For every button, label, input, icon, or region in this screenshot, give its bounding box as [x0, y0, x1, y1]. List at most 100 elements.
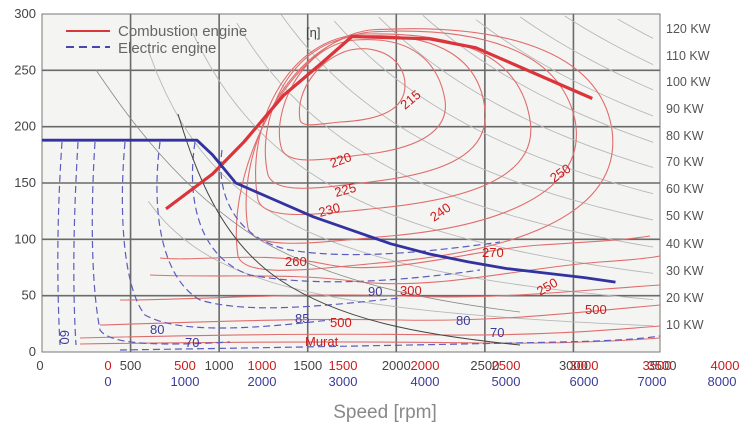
x-tick-label: 3500 — [648, 358, 677, 373]
c-label-225: 225 — [333, 180, 358, 200]
power-label: 120 KW — [666, 22, 711, 36]
x-tick-label-electric: 2000 — [248, 374, 277, 389]
y-tick-label: 50 — [22, 288, 36, 303]
y-tick-label: 100 — [14, 231, 36, 246]
power-label: 100 KW — [666, 75, 711, 89]
e-contour-low — [119, 335, 661, 351]
e-label-70b: 70 — [490, 325, 504, 340]
e-label-70a: 70 — [185, 335, 199, 350]
power-curve — [333, 20, 654, 195]
x-axis-label: Speed [rpm] — [333, 402, 437, 423]
e-contour-85a — [156, 141, 401, 309]
contour-230 — [255, 33, 532, 216]
x-tick-label-combustion: 2000 — [411, 358, 440, 373]
contour-240 — [245, 30, 577, 244]
power-curve — [236, 22, 654, 248]
power-label: 50 KW — [666, 209, 704, 223]
power-label: 90 KW — [666, 102, 704, 116]
combustion-full-load-curve — [165, 34, 593, 211]
power-curve — [192, 32, 654, 274]
power-curve — [617, 18, 654, 39]
x-axis-ticks-electric: 0 1000 2000 3000 4000 5000 6000 7000 8000 — [104, 374, 736, 389]
x-tick-label-electric: 5000 — [492, 374, 521, 389]
y-tick-label: 0 — [29, 344, 36, 359]
power-label: 30 KW — [666, 264, 704, 278]
electric-efficiency-contours — [57, 141, 661, 351]
grid — [41, 13, 661, 353]
contour-225 — [264, 35, 486, 189]
c-label-230: 230 — [317, 200, 342, 220]
c-label-260: 260 — [285, 254, 307, 269]
diagonal-line-2 — [95, 69, 521, 313]
contour-220 — [278, 39, 446, 161]
e-contour-90a — [191, 141, 481, 283]
x-tick-label-electric: 1000 — [171, 374, 200, 389]
x-tick-label-combustion: 1500 — [329, 358, 358, 373]
power-curve — [147, 201, 654, 327]
x-tick-label: 2000 — [382, 358, 411, 373]
c-label-220: 220 — [328, 149, 354, 171]
y-tick-label: 150 — [14, 175, 36, 190]
e-contour-60b — [73, 141, 79, 346]
power-label: 40 KW — [666, 237, 704, 251]
power-curve — [378, 16, 654, 168]
y-tick-label: 300 — [14, 6, 36, 21]
legend: Combustion engine Electric engine [η] — [66, 23, 320, 57]
c-label-300: 300 — [400, 283, 422, 298]
contour-low-2 — [79, 337, 661, 345]
x-axis-ticks-black: 0 500 1000 1500 2000 2500 3000 3500 — [36, 358, 676, 373]
x-tick-label-electric: 4000 — [411, 374, 440, 389]
e-contour-90b — [220, 149, 501, 256]
combustion-efficiency-contours — [79, 28, 661, 345]
c-label-270: 270 — [482, 245, 504, 260]
x-tick-label-combustion: 500 — [174, 358, 196, 373]
x-tick-label-electric: 8000 — [708, 374, 737, 389]
power-hyperbolas — [147, 14, 654, 327]
combustion-contour-labels: 215 220 225 230 240 250 250 260 270 300 … — [285, 87, 607, 349]
x-tick-label: 1000 — [205, 358, 234, 373]
x-tick-label-combustion: 3000 — [570, 358, 599, 373]
e-label-90: 90 — [368, 284, 382, 299]
y-tick-label: 250 — [14, 62, 36, 77]
e-label-80a: 80 — [150, 322, 164, 337]
contour-low-1 — [79, 325, 661, 339]
power-curve — [280, 14, 654, 221]
contour-250 — [235, 28, 614, 271]
power-label: 20 KW — [666, 291, 704, 305]
y-tick-label: 200 — [14, 119, 36, 134]
c-label-500a: 500 — [585, 302, 607, 317]
contour-215 — [298, 48, 406, 126]
x-tick-label: 1500 — [293, 358, 322, 373]
e-contour-70a — [91, 141, 231, 345]
power-curve — [475, 19, 654, 117]
contour-270a — [149, 255, 661, 285]
contour-300a — [119, 284, 661, 301]
power-curve — [520, 16, 654, 91]
power-label: 10 KW — [666, 318, 704, 332]
x-tick-label: 3000 — [559, 358, 588, 373]
diagonal-line-1 — [177, 113, 521, 346]
x-tick-label-combustion: 2500 — [492, 358, 521, 373]
power-label: 80 KW — [666, 129, 704, 143]
x-tick-label-combustion: 1000 — [248, 358, 277, 373]
electric-full-load-curve — [42, 138, 616, 284]
power-label: 60 KW — [666, 182, 704, 196]
legend-label-combustion: Combustion engine — [118, 23, 247, 40]
x-tick-label: 2500 — [470, 358, 499, 373]
e-contour-60a — [57, 141, 63, 346]
y-axis-ticks: 0 50 100 150 200 250 300 — [14, 6, 36, 359]
series — [42, 34, 616, 284]
x-tick-label-electric: 0 — [104, 374, 111, 389]
x-tick-label-combustion: 3500 — [643, 358, 672, 373]
efficiency-unit-marker: [η] — [306, 25, 320, 40]
x-tick-label-electric: 6000 — [570, 374, 599, 389]
power-curve — [564, 15, 654, 66]
legend-label-electric: Electric engine — [118, 40, 216, 57]
e-label-85: 85 — [295, 311, 309, 326]
x-tick-label: 500 — [120, 358, 142, 373]
c-label-500b: 500 — [330, 315, 352, 330]
x-tick-label-electric: 7000 — [638, 374, 667, 389]
e-label-60: 60 — [57, 330, 72, 344]
electric-contour-labels: 60 70 70 80 80 85 90 — [57, 284, 504, 350]
